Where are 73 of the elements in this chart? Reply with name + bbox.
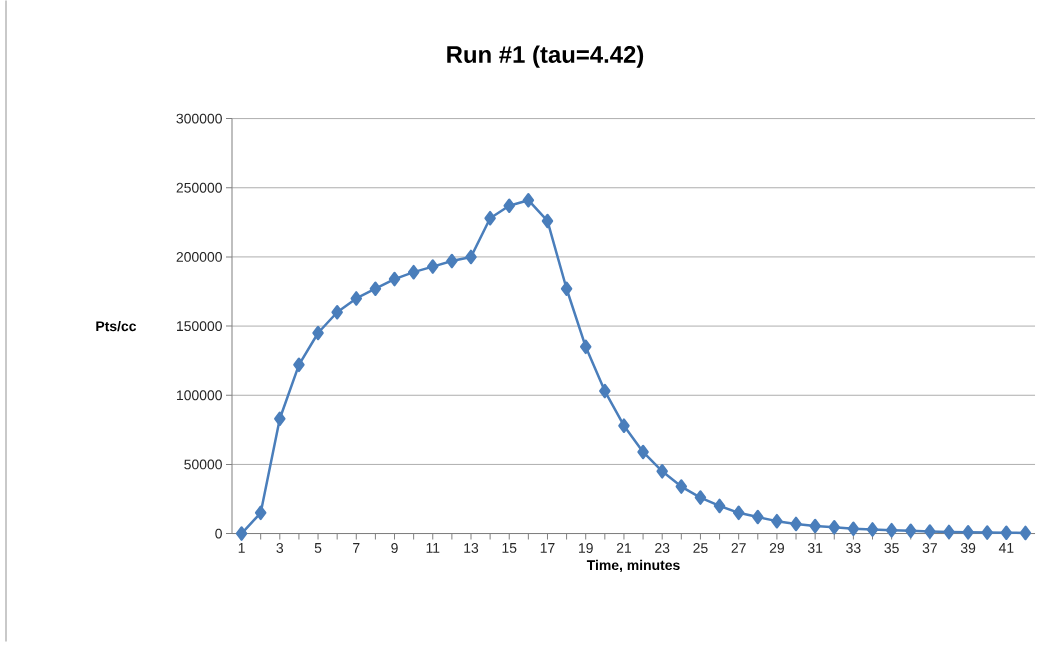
point: [790, 516, 802, 532]
point: [618, 418, 630, 434]
point: [713, 498, 726, 514]
x-tick-label: 33: [846, 543, 861, 554]
point: [293, 357, 305, 373]
point: [331, 305, 343, 320]
x-tick-label: 15: [502, 543, 517, 554]
point: [962, 525, 974, 540]
x-tick-label: 25: [693, 543, 708, 554]
point: [885, 523, 898, 538]
point: [981, 525, 993, 540]
x-tick-label: 19: [579, 543, 593, 554]
point: [1000, 525, 1013, 541]
y-axis-title: Pts/cc: [96, 321, 137, 332]
point: [503, 198, 515, 214]
point: [579, 339, 592, 355]
y-tick-label: 100000: [177, 390, 222, 401]
point: [235, 526, 248, 542]
point: [388, 272, 401, 287]
x-tick-label: 7: [353, 543, 360, 553]
point: [599, 384, 611, 399]
point: [752, 509, 764, 525]
y-tick-label: 250000: [176, 183, 222, 193]
x-tick-label: 41: [998, 543, 1014, 553]
y-tick-label: 50000: [184, 459, 222, 470]
point: [484, 211, 496, 226]
y-tick-label: 300000: [176, 113, 222, 124]
point: [866, 522, 879, 537]
x-tick-label: 37: [922, 543, 937, 554]
x-tick-label: 11: [426, 543, 440, 553]
x-tick-label: 3: [276, 543, 284, 554]
point: [637, 444, 649, 460]
y-tick-label: 200000: [176, 252, 222, 263]
point: [427, 259, 439, 275]
point: [350, 291, 363, 306]
x-tick-label: 29: [769, 543, 784, 554]
point: [541, 213, 554, 229]
point: [446, 254, 458, 269]
point: [656, 464, 668, 479]
x-tick-label: 23: [655, 543, 670, 554]
point: [694, 490, 707, 506]
x-tick-label: 1: [238, 543, 245, 553]
x-tick-label: 5: [314, 543, 322, 554]
point: [675, 479, 688, 495]
point: [904, 523, 917, 539]
point: [847, 521, 860, 537]
x-tick-label: 27: [731, 543, 746, 554]
chart-title: Run #1 (tau=4.42): [447, 45, 644, 68]
point: [274, 411, 286, 427]
point: [522, 193, 535, 208]
point: [254, 505, 267, 521]
point: [809, 518, 821, 534]
point: [732, 505, 745, 521]
y-tick-label: 0: [215, 528, 222, 539]
x-tick-label: 9: [391, 543, 398, 554]
x-tick-label: 21: [616, 543, 632, 554]
x-axis-title: Time, minutes: [586, 560, 680, 573]
point: [560, 281, 573, 297]
point: [924, 524, 936, 539]
point: [828, 520, 841, 535]
x-tick-label: 35: [884, 543, 899, 554]
point: [407, 265, 420, 280]
x-tick-label: 39: [960, 543, 976, 554]
point: [1019, 525, 1032, 541]
x-tick-label: 13: [464, 543, 479, 554]
point: [465, 249, 477, 265]
x-tick-label: 17: [540, 543, 555, 553]
point: [312, 325, 324, 341]
point: [943, 524, 955, 540]
y-tick-label: 150000: [177, 321, 222, 332]
point: [369, 281, 382, 297]
point: [771, 514, 783, 529]
x-tick-label: 31: [807, 543, 823, 554]
